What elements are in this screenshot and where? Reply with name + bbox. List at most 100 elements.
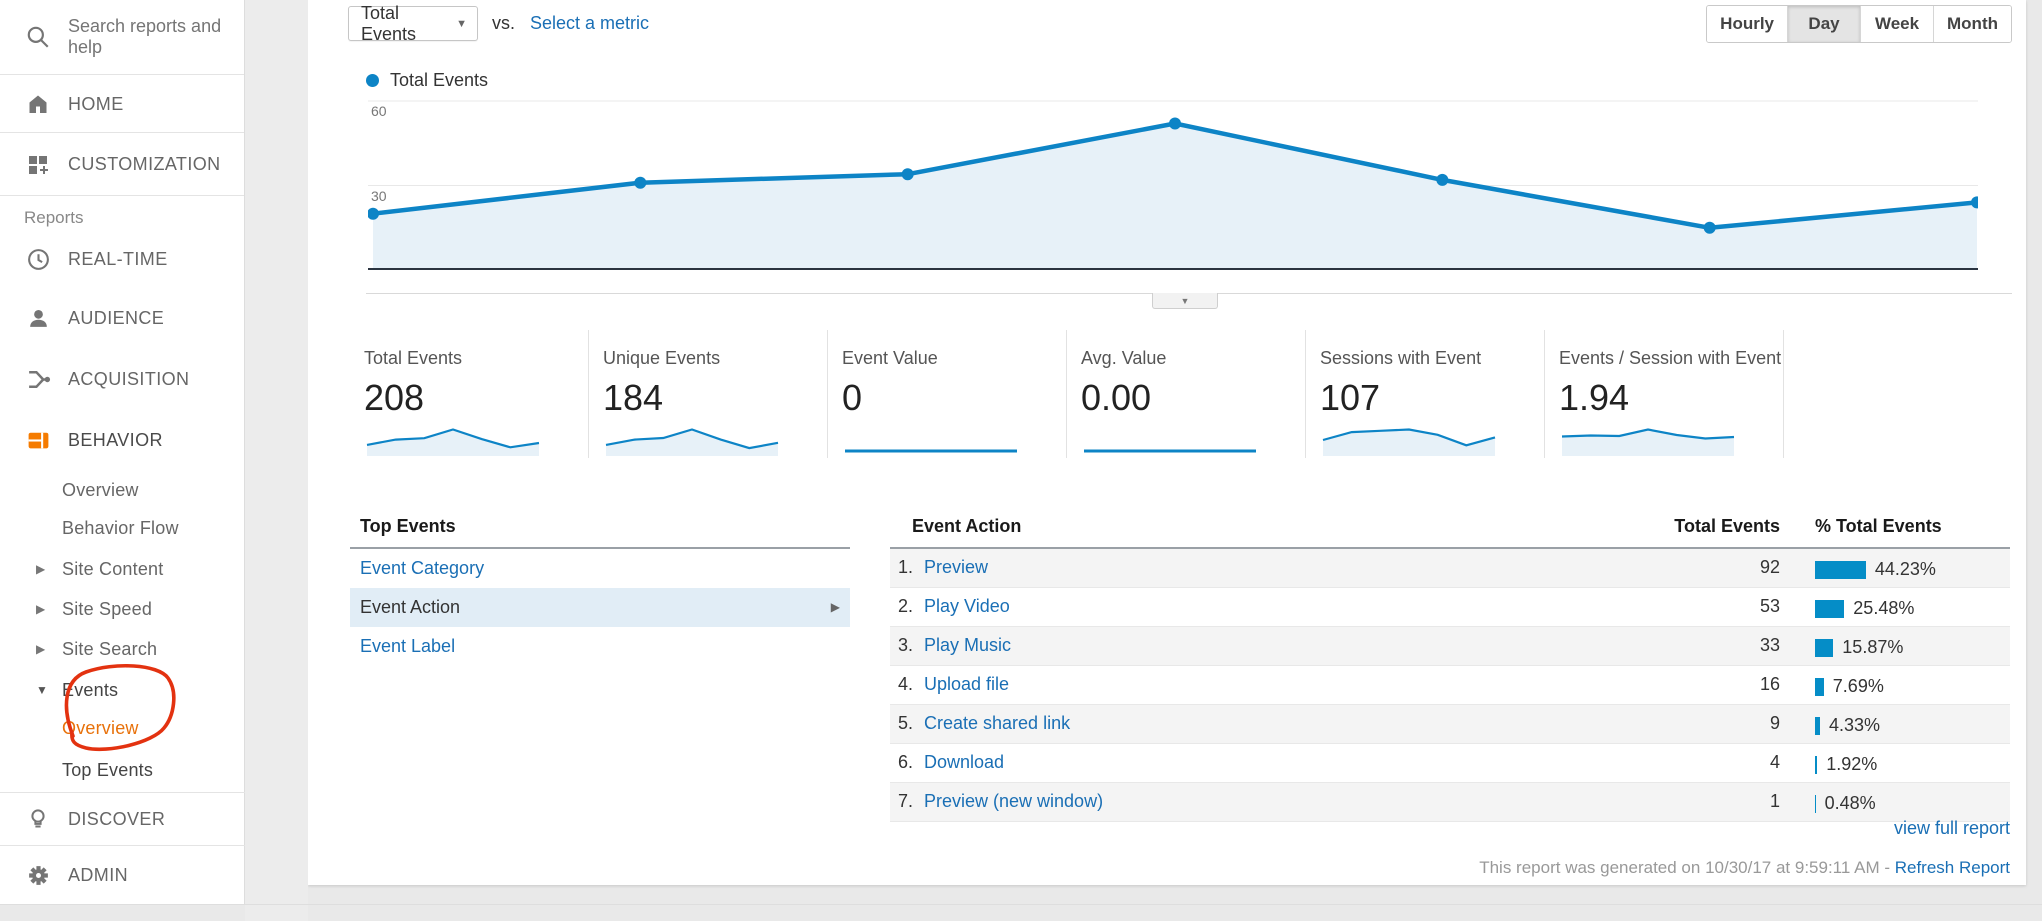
metric-cards: Total Events 208 Unique Events 184 Event Val… (350, 330, 1784, 458)
metric-selector-dropdown[interactable]: Total Events ▼ (348, 3, 478, 44)
page-bottom-edge (0, 904, 2042, 905)
event-action-table: Event Action Total Events % Total Events… (890, 512, 2010, 822)
sidebar-item-behavior-flow[interactable]: Behavior Flow (62, 517, 179, 538)
chevron-down-icon: ▼ (36, 683, 48, 697)
y-tick-60: 60 (371, 103, 387, 119)
report-generated-text: This report was generated on 10/30/17 at… (1479, 858, 2010, 877)
top-events-panel: Top Events Event Category Event Action ▶ Ev… (350, 512, 850, 666)
metric-card-label: Events / Session with Event (1559, 348, 1782, 368)
granularity-week-button[interactable]: Week (1860, 6, 1934, 42)
event-action-link[interactable]: Preview (924, 557, 989, 577)
metric-card: Avg. Value 0.00 (1067, 330, 1306, 458)
clock-icon (24, 246, 52, 272)
metric-card-sparkline (366, 428, 540, 456)
row-total-events: 1 (1769, 791, 1780, 811)
percent-bar-icon (1815, 599, 1845, 618)
behavior-icon (24, 427, 52, 453)
metric-card-label: Avg. Value (1081, 348, 1167, 368)
percent-bar-icon (1815, 560, 1866, 579)
dimension-event-category[interactable]: Event Category (350, 549, 850, 588)
event-action-link[interactable]: Play Video (924, 596, 1010, 616)
select-metric-link[interactable]: Select a metric (530, 13, 650, 33)
y-tick-30: 30 (371, 188, 387, 204)
sidebar-item-behavior-overview[interactable]: Overview (62, 479, 139, 500)
legend-dot-icon (366, 74, 379, 87)
chevron-right-icon: ▶ (36, 642, 46, 656)
metric-card-value: 208 (364, 377, 425, 418)
column-header-pct-total-events: % Total Events (1815, 516, 1942, 536)
metric-card-label: Unique Events (603, 348, 721, 368)
event-action-link[interactable]: Upload file (924, 674, 1010, 694)
legend-label: Total Events (390, 70, 489, 90)
row-total-events: 9 (1769, 713, 1780, 733)
event-action-link[interactable]: Play Music (924, 635, 1012, 655)
table-row: 1. Preview 92 44.23% (890, 549, 2010, 588)
granularity-day-button[interactable]: Day (1787, 6, 1861, 42)
vs-label: vs. (492, 13, 516, 33)
sidebar-item-discover[interactable]: DISCOVER (0, 793, 245, 845)
row-rank: 2. (898, 596, 914, 616)
event-action-link[interactable]: Create shared link (924, 713, 1071, 733)
chevron-right-icon: ▶ (830, 600, 840, 614)
dimension-event-action[interactable]: Event Action ▶ (350, 588, 850, 627)
column-header-total-events: Total Events (1674, 516, 1780, 536)
percent-cell: 1.92% (1815, 754, 1877, 775)
page-gutter (245, 0, 308, 921)
percent-bar-icon (1815, 794, 1816, 813)
metric-card-value: 107 (1320, 377, 1381, 418)
table-row: 6. Download 4 1.92% (890, 744, 2010, 783)
sidebar-item-home[interactable]: HOME (0, 76, 244, 133)
sidebar-item-behavior[interactable]: BEHAVIOR (0, 415, 245, 465)
percent-cell: 25.48% (1815, 598, 1914, 619)
percent-bar-icon (1815, 677, 1824, 696)
sidebar-item-audience[interactable]: AUDIENCE (0, 293, 245, 343)
lightbulb-icon (24, 806, 52, 832)
percent-bar-icon (1815, 638, 1834, 657)
granularity-month-button[interactable]: Month (1933, 6, 2011, 42)
total-events-chart (368, 100, 1978, 270)
home-icon (24, 91, 52, 117)
percent-bar-icon (1815, 716, 1820, 735)
search-box[interactable]: Search reports and help (0, 0, 244, 75)
table-row: 2. Play Video 53 25.48% (890, 588, 2010, 627)
percent-bar-icon (1815, 755, 1818, 774)
refresh-report-link[interactable]: Refresh Report (1894, 858, 2010, 877)
table-row: 3. Play Music 33 15.87% (890, 627, 2010, 666)
search-icon (24, 24, 52, 50)
table-header: Event Action Total Events % Total Events (890, 512, 2010, 549)
view-full-report-link[interactable]: view full report (1893, 818, 2010, 838)
row-percent: 4.33% (1829, 715, 1881, 735)
row-percent: 0.48% (1824, 793, 1876, 813)
sidebar-item-admin[interactable]: ADMIN (0, 847, 245, 903)
table-row: 7. Preview (new window) 1 0.48% (890, 783, 2010, 822)
row-total-events: 53 (1759, 596, 1780, 616)
table-row: 5. Create shared link 9 4.33% (890, 705, 2010, 744)
sidebar-item-events[interactable]: ▼ Events (36, 679, 119, 700)
row-percent: 15.87% (1842, 637, 1904, 657)
dimension-label: Event Category (360, 558, 485, 578)
sidebar-item-events-overview[interactable]: Overview (62, 717, 139, 738)
sidebar-item-acquisition[interactable]: ACQUISITION (0, 354, 245, 404)
dimension-event-label[interactable]: Event Label (350, 627, 850, 666)
percent-cell: 4.33% (1815, 715, 1880, 736)
percent-cell: 15.87% (1815, 637, 1903, 658)
row-rank: 6. (898, 752, 914, 772)
chevron-right-icon: ▶ (36, 562, 46, 576)
sidebar-item-site-search[interactable]: ▶ Site Search (36, 638, 158, 659)
sidebar-item-realtime[interactable]: REAL-TIME (0, 234, 245, 284)
percent-cell: 44.23% (1815, 559, 1936, 580)
metric-card-sparkline (605, 428, 779, 456)
table-row: 4. Upload file 16 7.69% (890, 666, 2010, 705)
row-percent: 1.92% (1826, 754, 1878, 774)
sidebar-item-customization[interactable]: CUSTOMIZATION (0, 134, 244, 196)
sidebar-item-site-speed[interactable]: ▶ Site Speed (36, 598, 153, 619)
row-total-events: 4 (1769, 752, 1780, 772)
granularity-hourly-button[interactable]: Hourly (1707, 6, 1788, 42)
metric-card: Unique Events 184 (589, 330, 828, 458)
sidebar-item-top-events[interactable]: Top Events (62, 759, 154, 780)
event-action-link[interactable]: Download (924, 752, 1005, 772)
event-action-link[interactable]: Preview (new window) (924, 791, 1104, 811)
sidebar-item-site-content[interactable]: ▶ Site Content (36, 558, 164, 579)
collapse-chart-button[interactable]: ▼ (1152, 293, 1218, 309)
